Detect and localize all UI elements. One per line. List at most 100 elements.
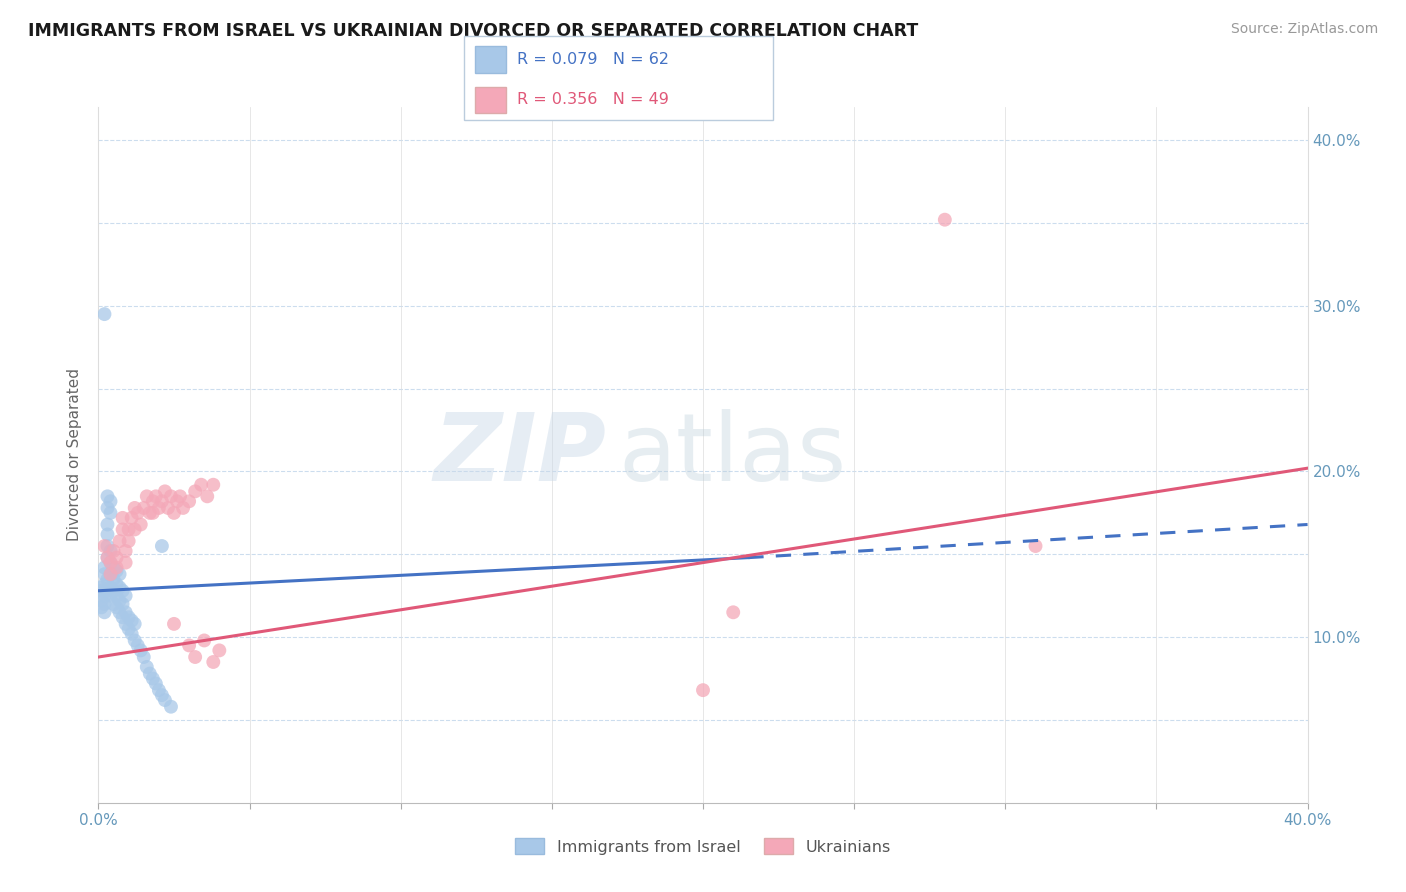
Point (179, 639, 201, 653)
Point (96, 572, 118, 586)
Point (129, 643, 152, 657)
Point (163, 616, 186, 631)
Point (692, 683, 714, 698)
Point (114, 616, 136, 631)
Point (723, 605, 745, 619)
Point (160, 489, 183, 503)
Point (124, 616, 146, 631)
Point (139, 666, 162, 681)
Point (195, 489, 218, 503)
Point (93, 560, 115, 574)
Point (118, 523, 141, 537)
Point (111, 583, 134, 598)
Point (114, 605, 136, 619)
Point (184, 650, 207, 665)
Text: Source: ZipAtlas.com: Source: ZipAtlas.com (1230, 22, 1378, 37)
Point (172, 500, 194, 515)
Point (118, 610, 141, 624)
Point (100, 581, 122, 595)
Point (93, 577, 115, 591)
Point (103, 597, 125, 611)
Point (114, 589, 136, 603)
Point (153, 693, 176, 707)
Point (142, 672, 165, 686)
Point (150, 494, 173, 508)
Point (184, 484, 207, 499)
Point (179, 494, 201, 508)
Point (121, 614, 143, 628)
Point (135, 489, 157, 503)
Point (148, 683, 170, 698)
Point (121, 511, 143, 525)
Text: atlas: atlas (619, 409, 846, 501)
Point (934, 212, 956, 227)
Point (208, 643, 231, 657)
Y-axis label: Divorced or Separated: Divorced or Separated (67, 368, 83, 541)
Point (111, 523, 134, 537)
Point (132, 650, 155, 665)
Point (90, 593, 112, 607)
Point (202, 655, 225, 669)
Point (90, 600, 112, 615)
Point (166, 494, 188, 508)
Point (108, 567, 131, 582)
Point (100, 567, 122, 582)
Point (135, 660, 157, 674)
Point (139, 506, 162, 520)
Point (100, 506, 122, 520)
Point (93, 307, 115, 321)
Point (90, 581, 112, 595)
Point (129, 517, 152, 532)
Point (93, 539, 115, 553)
Point (202, 477, 225, 491)
Point (124, 500, 146, 515)
Point (96, 517, 118, 532)
Point (124, 523, 146, 537)
Point (93, 567, 115, 582)
Point (108, 534, 131, 549)
Point (96, 500, 118, 515)
Point (103, 572, 125, 586)
Point (156, 500, 179, 515)
Point (103, 583, 125, 598)
Point (93, 605, 115, 619)
Point (96, 550, 118, 565)
Point (105, 577, 128, 591)
Point (118, 534, 141, 549)
Point (193, 633, 215, 648)
Point (169, 489, 191, 503)
Point (105, 589, 128, 603)
Point (105, 564, 128, 578)
Point (150, 688, 173, 702)
Point (145, 676, 167, 690)
Point (105, 560, 128, 574)
Point (96, 550, 118, 565)
Point (96, 583, 118, 598)
Point (145, 489, 167, 503)
Point (100, 556, 122, 570)
Point (93, 589, 115, 603)
Point (103, 560, 125, 574)
Point (127, 639, 149, 653)
Point (96, 539, 118, 553)
Point (93, 597, 115, 611)
Point (111, 610, 134, 624)
Point (114, 556, 136, 570)
Point (132, 500, 155, 515)
Point (100, 556, 122, 570)
Point (108, 581, 131, 595)
Point (96, 527, 118, 541)
Text: ZIP: ZIP (433, 409, 606, 501)
Text: IMMIGRANTS FROM ISRAEL VS UKRAINIAN DIVORCED OR SEPARATED CORRELATION CHART: IMMIGRANTS FROM ISRAEL VS UKRAINIAN DIVO… (28, 22, 918, 40)
Point (153, 484, 176, 499)
Point (127, 506, 149, 520)
Text: R = 0.079   N = 62: R = 0.079 N = 62 (517, 53, 669, 67)
Point (190, 477, 212, 491)
Point (1024, 539, 1046, 553)
Point (100, 544, 122, 558)
Point (114, 544, 136, 558)
Point (108, 605, 131, 619)
Point (142, 494, 165, 508)
Point (105, 550, 128, 565)
Point (105, 600, 128, 615)
